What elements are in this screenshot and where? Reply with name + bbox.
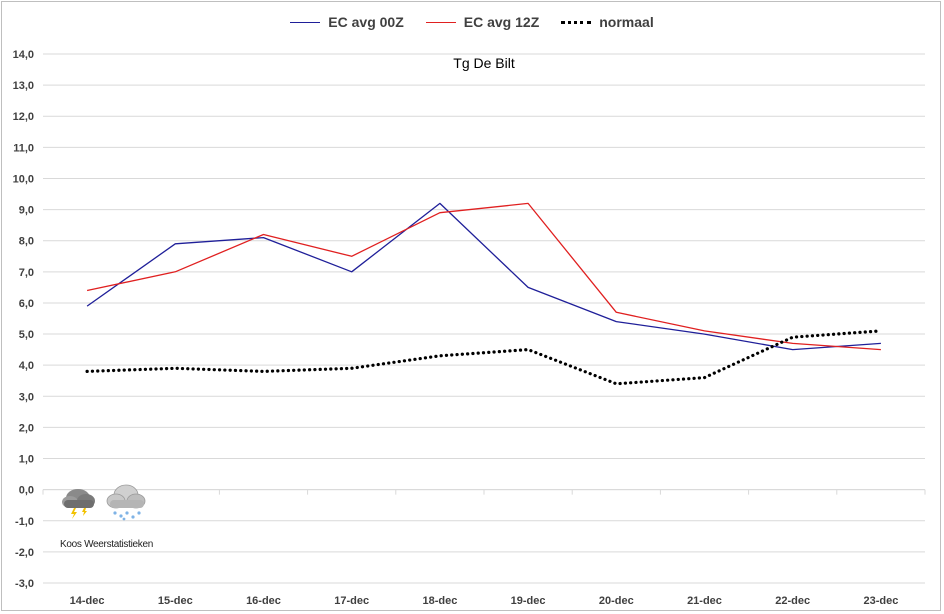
- legend: EC avg 00Z EC avg 12Z normaal: [0, 14, 944, 30]
- y-tick-label: 1,0: [19, 454, 34, 466]
- y-tick-label: 9,0: [19, 205, 34, 217]
- x-tick-label: 16-dec: [246, 595, 281, 607]
- series-line-ec-avg-00z: [86, 202, 881, 351]
- y-tick-label: 6,0: [19, 298, 34, 310]
- x-tick-label: 18-dec: [422, 595, 457, 607]
- legend-item-12z: EC avg 12Z: [425, 14, 540, 30]
- legend-swatch-normaal: [561, 20, 592, 24]
- legend-label-12z: EC avg 12Z: [463, 14, 540, 30]
- snow-cloud-icon: [106, 484, 146, 521]
- y-tick-label: -3,0: [15, 578, 34, 590]
- legend-label-00z: EC avg 00Z: [328, 14, 404, 30]
- x-tick-label: 14-dec: [70, 595, 105, 607]
- y-tick-label: 3,0: [19, 391, 34, 403]
- y-tick-label: 4,0: [19, 360, 34, 372]
- x-tick-label: 22-dec: [775, 595, 810, 607]
- legend-swatch-00z: [290, 21, 321, 23]
- y-tick-label: 2,0: [19, 422, 34, 434]
- legend-item-00z: EC avg 00Z: [290, 14, 404, 30]
- thunderstorm-cloud-icon: [62, 489, 95, 519]
- y-tick-label: 13,0: [13, 80, 34, 92]
- y-tick-label: -1,0: [15, 516, 34, 528]
- x-tick-label: 19-dec: [511, 595, 546, 607]
- watermark-text: Koos Weerstatistieken: [60, 539, 154, 550]
- y-tick-label: 7,0: [19, 267, 34, 279]
- legend-label-normaal: normaal: [599, 14, 654, 30]
- y-tick-label: 11,0: [13, 142, 34, 154]
- series-line-ec-avg-12z: [86, 202, 881, 351]
- chart-title: Tg De Bilt: [453, 55, 515, 71]
- y-tick-label: 8,0: [19, 236, 34, 248]
- y-tick-label: 12,0: [13, 111, 34, 123]
- series-line-normaal: [85, 329, 883, 386]
- x-tick-label: 15-dec: [158, 595, 193, 607]
- watermark-icons: [62, 484, 146, 521]
- y-tick-label: 10,0: [13, 173, 34, 185]
- x-tick-label: 17-dec: [334, 595, 369, 607]
- x-tick-label: 23-dec: [863, 595, 898, 607]
- legend-item-normaal: normaal: [561, 14, 654, 30]
- y-tick-label: 5,0: [19, 329, 34, 341]
- watermark: Koos Weerstatistieken: [60, 478, 170, 550]
- y-tick-label: 0,0: [19, 485, 34, 497]
- y-tick-label: -2,0: [15, 547, 34, 559]
- x-tick-label: 20-dec: [599, 595, 634, 607]
- y-tick-label: 14,0: [13, 49, 34, 61]
- x-tick-label: 21-dec: [687, 595, 722, 607]
- legend-swatch-12z: [425, 21, 456, 23]
